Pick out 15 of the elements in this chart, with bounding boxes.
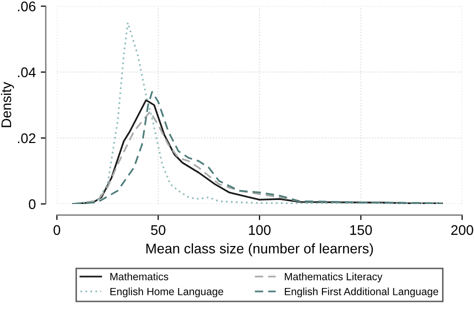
- x-tick-label: 200: [451, 225, 474, 235]
- x-tick-label: 0: [54, 225, 60, 235]
- y-tick-label: .04: [18, 67, 36, 78]
- y-axis-title: Density: [1, 82, 14, 128]
- legend-label: English Home Language: [110, 288, 224, 298]
- x-tick-label: 50: [151, 225, 166, 235]
- legend-label: Mathematics: [110, 272, 168, 280]
- legend-label: English First Additional Language: [284, 288, 438, 298]
- y-tick-label: .06: [18, 2, 36, 12]
- x-tick-label: 100: [248, 225, 271, 235]
- y-tick-label: .02: [18, 133, 36, 144]
- x-tick-label: 150: [350, 225, 372, 235]
- legend-label: Mathematics Literacy: [284, 272, 382, 282]
- x-axis-title: Mean class size (number of learners): [146, 243, 373, 256]
- y-tick-label: 0: [28, 199, 36, 210]
